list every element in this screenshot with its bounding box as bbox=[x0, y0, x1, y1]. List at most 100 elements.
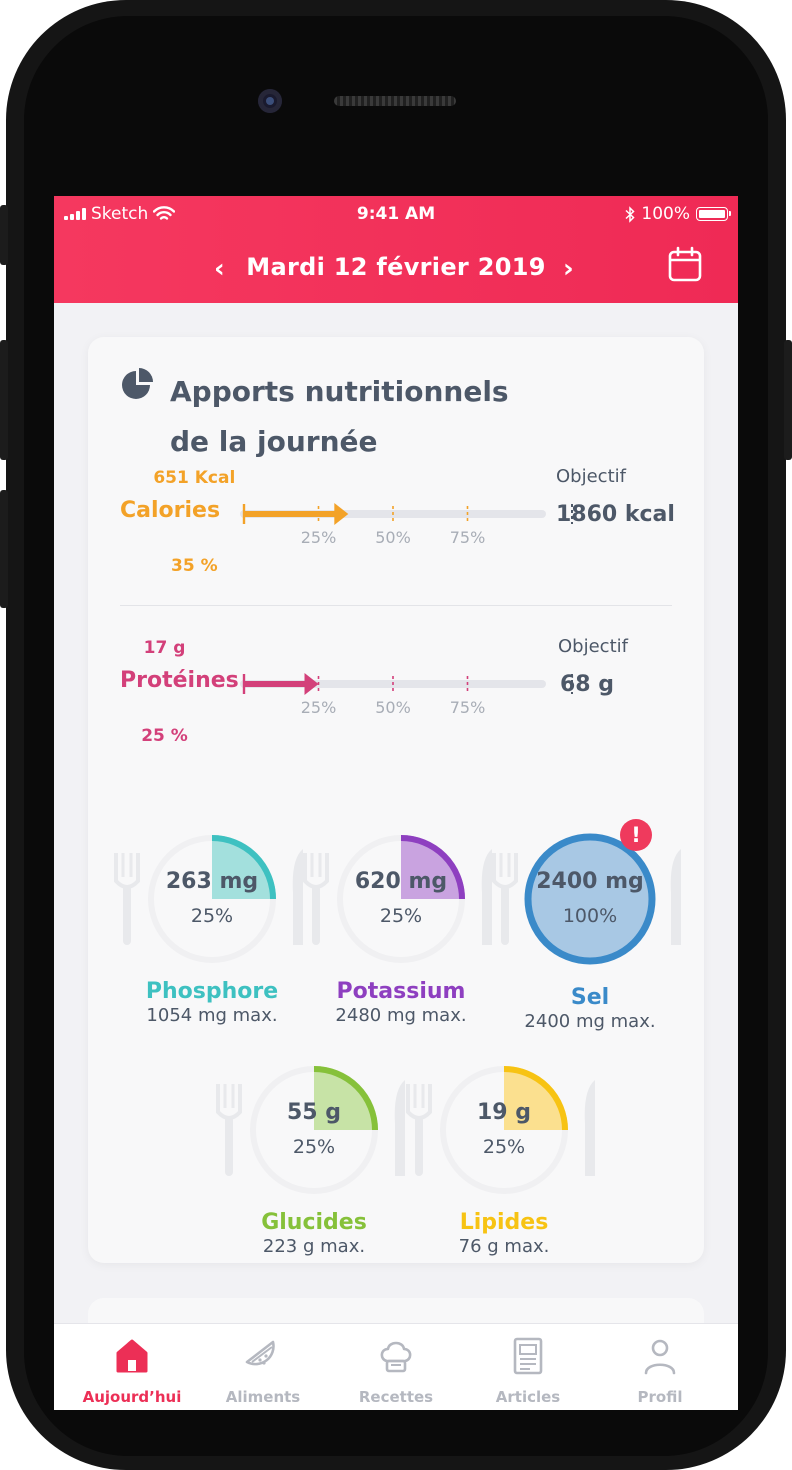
gauge-fill bbox=[504, 1066, 568, 1130]
carrier-label: Sketch bbox=[91, 204, 149, 224]
calendar-icon[interactable] bbox=[668, 246, 702, 282]
gauge-arc bbox=[313, 1066, 378, 1131]
gauge-fill bbox=[314, 1066, 378, 1130]
profile-icon bbox=[644, 1339, 676, 1375]
front-camera bbox=[258, 89, 282, 113]
knife-icon bbox=[670, 849, 681, 945]
gauge-max: 2400 mg max. bbox=[524, 1011, 656, 1032]
objective-value: 68 g bbox=[560, 672, 615, 697]
volume-up-button bbox=[0, 340, 8, 460]
tab-label: Aliments bbox=[225, 1388, 301, 1406]
progress-arrow bbox=[334, 503, 349, 525]
gauge-name: Phosphore bbox=[145, 979, 279, 1004]
gauge-value: 55 g bbox=[286, 1100, 342, 1125]
mute-switch bbox=[0, 205, 8, 265]
tab-recettes[interactable]: Recettes bbox=[328, 1324, 464, 1410]
article-icon bbox=[513, 1337, 543, 1375]
gauge-fill bbox=[401, 835, 465, 899]
gauge-graphic bbox=[303, 835, 492, 963]
app-header: Sketch 9:41 AM 100% ‹ Mardi 12 février 2… bbox=[54, 196, 738, 303]
gauge-name: Sel bbox=[570, 985, 610, 1010]
gauge-glucides: 55 g 25% bbox=[216, 1050, 409, 1220]
nutrient-label: Protéines bbox=[120, 668, 239, 693]
gauge-value: 19 g bbox=[476, 1100, 532, 1125]
gauge-max: 1054 mg max. bbox=[146, 1005, 278, 1026]
consumed-value: 651 Kcal bbox=[153, 468, 236, 488]
objective-value: 1860 kcal bbox=[556, 502, 675, 527]
gauge-arc bbox=[211, 835, 276, 900]
gauge-value: 2400 mg bbox=[536, 869, 644, 894]
pie-chart-icon bbox=[122, 368, 153, 399]
knife-icon bbox=[481, 849, 492, 945]
tab-label: Recettes bbox=[358, 1388, 434, 1406]
gauge-percent: 25% bbox=[190, 905, 234, 927]
bluetooth-icon bbox=[625, 205, 635, 223]
gauge-fill bbox=[212, 835, 276, 899]
volume-down-button bbox=[0, 490, 8, 608]
gauge-graphic bbox=[492, 833, 681, 965]
gauge-name: Lipides bbox=[459, 1210, 549, 1235]
fork-icon bbox=[216, 1084, 242, 1176]
power-button bbox=[784, 340, 792, 460]
knife-icon bbox=[584, 1080, 595, 1176]
status-bar-left: Sketch bbox=[64, 204, 176, 224]
earpiece-speaker bbox=[334, 96, 456, 106]
nutrition-card: Apports nutritionnels de la journée Calo… bbox=[88, 337, 704, 1263]
date-navigator: ‹ Mardi 12 février 2019 › bbox=[54, 246, 738, 290]
knife-icon bbox=[394, 1080, 405, 1176]
gauge-sel: 2400 mg 100%! bbox=[492, 819, 685, 989]
home-icon bbox=[116, 1339, 148, 1373]
chef-hat-icon bbox=[380, 1341, 412, 1373]
fork-icon bbox=[303, 853, 329, 945]
gauge-percent: 25% bbox=[482, 1136, 526, 1158]
knife-icon bbox=[292, 849, 303, 945]
fork-icon bbox=[114, 853, 140, 945]
gauge-ring bbox=[524, 833, 656, 965]
chevron-left-icon[interactable]: ‹ bbox=[214, 254, 225, 284]
gauge-value: 263 mg bbox=[165, 869, 259, 894]
gauge-name: Glucides bbox=[261, 1210, 367, 1235]
gauge-percent: 25% bbox=[292, 1136, 336, 1158]
tick-label: 25% bbox=[300, 698, 337, 717]
progress-track bbox=[240, 503, 573, 525]
objective-label: Objectif bbox=[556, 466, 626, 487]
progress-track bbox=[240, 673, 573, 695]
fork-icon bbox=[406, 1084, 432, 1176]
tab-profil[interactable]: Profil bbox=[592, 1324, 728, 1410]
signal-icon bbox=[64, 208, 86, 220]
gauge-phosphore: 263 mg 25% bbox=[114, 819, 307, 989]
gauge-graphic bbox=[114, 835, 303, 963]
battery-icon bbox=[696, 207, 731, 221]
battery-percent: 100% bbox=[641, 204, 690, 224]
wifi-icon bbox=[153, 206, 176, 220]
gauge-arc bbox=[400, 835, 465, 900]
gauge-percent: 100% bbox=[562, 905, 618, 927]
tab-articles[interactable]: Articles bbox=[460, 1324, 596, 1410]
gauge-graphic bbox=[216, 1066, 405, 1194]
tab-aujourdhui[interactable]: Aujourd’hui bbox=[64, 1324, 200, 1410]
screen: Sketch 9:41 AM 100% ‹ Mardi 12 février 2… bbox=[54, 196, 738, 1410]
consumed-percent: 25 % bbox=[141, 726, 188, 746]
gauge-lipides: 19 g 25% bbox=[406, 1050, 599, 1220]
objective-label: Objectif bbox=[558, 636, 628, 657]
gauge-name: Potassium bbox=[336, 979, 466, 1004]
date-title: Mardi 12 février 2019 bbox=[246, 253, 546, 281]
tick-label: 75% bbox=[449, 698, 486, 717]
card-title: Apports nutritionnels de la journée bbox=[170, 375, 509, 458]
gauge-graphic bbox=[406, 1066, 595, 1194]
alert-badge: ! bbox=[620, 819, 652, 851]
nutrient-label: Calories bbox=[120, 498, 221, 523]
gauge-max: 223 g max. bbox=[262, 1236, 366, 1257]
consumed-value: 17 g bbox=[143, 638, 186, 658]
tab-aliments[interactable]: Aliments bbox=[195, 1324, 331, 1410]
chevron-right-icon[interactable]: › bbox=[563, 254, 574, 284]
tab-label: Aujourd’hui bbox=[82, 1388, 182, 1406]
tick-label: 50% bbox=[375, 698, 411, 717]
progress-arrow bbox=[304, 673, 319, 695]
gauge-arc bbox=[503, 1066, 568, 1131]
tab-label: Articles bbox=[495, 1388, 561, 1406]
status-bar-right: 100% bbox=[625, 204, 731, 224]
tab-label: Profil bbox=[637, 1388, 683, 1406]
tick-label: 75% bbox=[449, 528, 486, 547]
bar-divider bbox=[120, 605, 672, 606]
